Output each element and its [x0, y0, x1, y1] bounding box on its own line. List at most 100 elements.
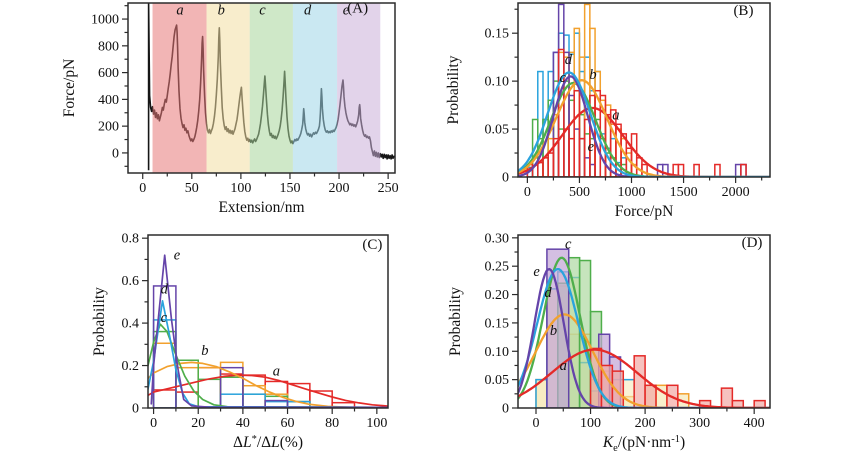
histogram-bar-e	[740, 163, 747, 177]
y-tick-label: 0.2	[122, 359, 140, 374]
series-letter-d: d	[161, 281, 169, 297]
series-letter-e: e	[533, 264, 540, 280]
x-tick-label: 1000	[618, 185, 646, 200]
series-letter-e: e	[588, 139, 595, 155]
axis-title-part: /(pN·nm	[618, 434, 671, 451]
histogram-bar-a	[568, 137, 575, 177]
series-letter-a: a	[560, 358, 567, 374]
histogram-bar-a	[152, 389, 177, 408]
x-tick-label: 1500	[670, 185, 698, 200]
panel-letter-B: (B)	[733, 3, 753, 19]
series-letter-c: c	[161, 310, 168, 326]
fit-curve-b	[518, 79, 770, 177]
x-axis-title: Extension/nm	[218, 199, 304, 216]
x-tick-label: 100	[230, 181, 251, 196]
histogram-bar-a	[644, 384, 657, 408]
axis-title-part: /Δ	[257, 434, 271, 451]
x-tick-label: 300	[689, 416, 710, 431]
y-tick-label: 0	[502, 402, 509, 417]
histogram-a	[526, 48, 747, 177]
y-tick-label: 0.05	[485, 123, 510, 138]
x-tick-label: 0	[524, 185, 531, 200]
fit-curve-c	[518, 81, 770, 177]
histogram-bar-e	[589, 163, 596, 177]
fit-curve-a	[518, 106, 770, 177]
histogram-bar-e	[734, 163, 742, 177]
histogram-bar-a	[537, 161, 544, 177]
y-tick-label: 0.15	[485, 316, 510, 331]
x-tick-label: 40	[236, 416, 250, 431]
x-tick-label: 80	[325, 416, 339, 431]
panel-b-force-histogram: 0 500 1000 1500 2000 0 0.05 0.10 0.15 Force/pN Pro…	[445, 2, 771, 220]
fit-curve-a	[148, 374, 388, 407]
x-tick-label: 0	[139, 181, 146, 196]
series-letter-b: b	[218, 2, 225, 18]
plot-area	[518, 248, 770, 408]
axis-title-part: K	[602, 434, 614, 451]
histogram-bar-e	[583, 157, 591, 177]
axis-title-part: (%)	[280, 434, 303, 451]
x-tick-label: 150	[279, 181, 300, 196]
x-tick-label: 0	[150, 416, 157, 431]
region-band-a	[152, 3, 207, 173]
region-band-d	[292, 3, 338, 173]
fit-curve-e	[518, 267, 770, 408]
panel-letter-A: (A)	[347, 0, 368, 16]
y-tick-label: 0	[112, 146, 119, 161]
ticks	[142, 237, 378, 414]
histogram-bar-a	[219, 373, 244, 408]
ticks	[122, 5, 389, 179]
axis-title-part: )	[680, 434, 685, 451]
series-letter-c: c	[259, 2, 266, 18]
ticks	[512, 8, 763, 183]
x-tick-label: 250	[378, 181, 399, 196]
plot-frame	[517, 234, 771, 409]
x-tick-label: 200	[329, 181, 350, 196]
axis-title-part: Probability	[91, 287, 108, 356]
histogram-bar-b	[547, 137, 555, 177]
series-letter-d: d	[544, 285, 552, 301]
y-axis-title: Probability	[445, 55, 462, 124]
series-letter-b: b	[550, 323, 557, 339]
plot-area	[147, 3, 395, 173]
series-letter-a: a	[176, 2, 183, 18]
histogram-bar-a	[578, 137, 586, 177]
x-tick-label: 50	[185, 181, 199, 196]
y-tick-label: 0	[502, 171, 509, 186]
histogram-bar-c	[578, 113, 586, 177]
x-tick-label: 60	[281, 416, 295, 431]
y-axis-title: Probability	[447, 287, 464, 356]
histogram-bar-e	[568, 94, 575, 177]
plot-frame	[517, 2, 771, 178]
histogram-bar-e	[264, 399, 289, 408]
y-tick-label: 0.20	[485, 288, 510, 303]
series-letter-a: a	[273, 364, 280, 380]
series-letter-b: b	[589, 67, 596, 83]
y-tick-label: 0	[132, 402, 139, 417]
histogram-bar-a	[611, 370, 625, 408]
axis-title-part: Probability	[445, 55, 462, 124]
axis-title-part: Probability	[447, 287, 464, 356]
y-tick-label: 0.10	[485, 75, 510, 90]
x-axis-title: ΔL*/ΔL(%)	[233, 434, 303, 451]
series-letter-e: e	[343, 2, 350, 18]
x-tick-label: 100	[580, 416, 601, 431]
histogram-bar-c	[242, 393, 266, 408]
x-axis-title: Force/pN	[615, 203, 674, 220]
y-tick-label: 1000	[91, 13, 119, 28]
x-tick-label: 2000	[722, 185, 750, 200]
histogram-bar-c	[219, 376, 244, 408]
region-band-e	[337, 3, 381, 173]
y-tick-label: 0.10	[485, 345, 510, 360]
histogram-bar-a	[693, 163, 700, 177]
x-axis-title: Ke/(pN·nm-1)	[602, 434, 685, 454]
histogram-bar-a	[542, 157, 549, 177]
panel-letter-D: (D)	[742, 235, 763, 251]
series-letter-c: c	[560, 70, 567, 86]
histogram-bar-a	[331, 401, 356, 408]
series-letter-a: a	[612, 107, 619, 123]
histogram-bar-e	[578, 137, 586, 177]
region-band-c	[249, 3, 293, 173]
y-tick-label: 0.05	[485, 373, 510, 388]
series-letter-b: b	[201, 343, 208, 359]
